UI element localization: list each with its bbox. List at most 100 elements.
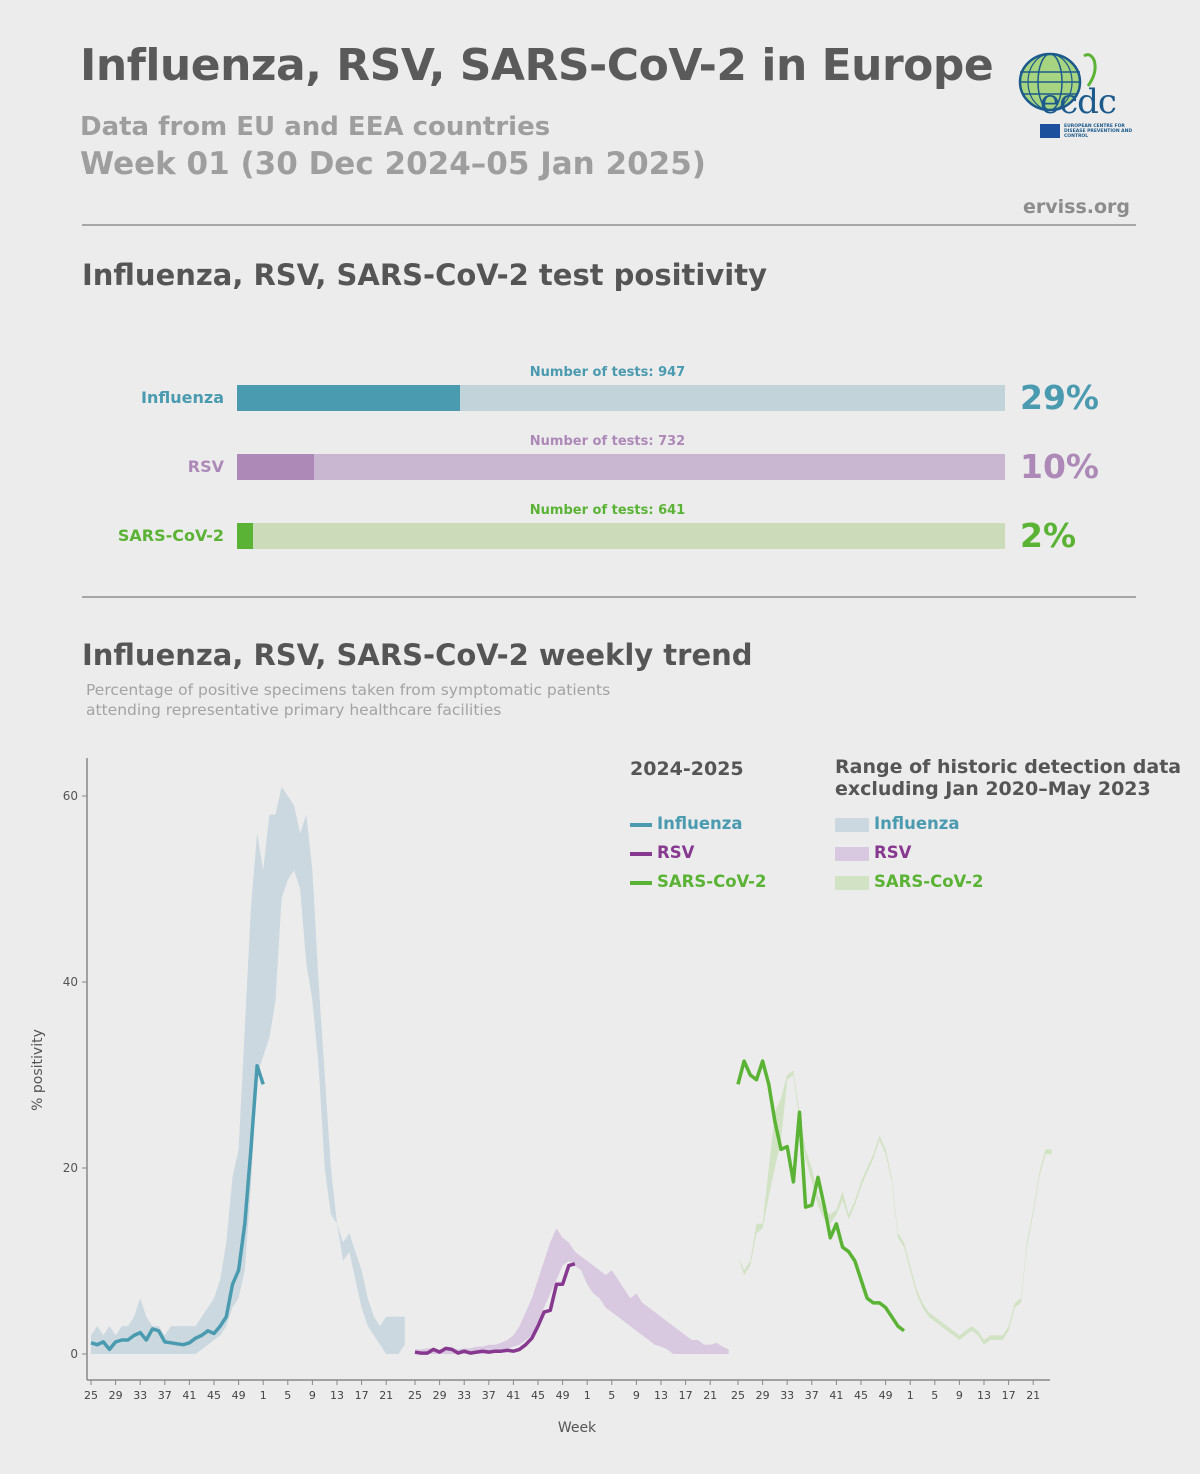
x-tick-label: 17 bbox=[355, 1389, 369, 1402]
legend-current-item: Influenza bbox=[630, 814, 743, 833]
legend-line-swatch bbox=[630, 822, 652, 827]
legend-current-label: SARS-CoV-2 bbox=[657, 872, 767, 891]
legend-historic-item: Influenza bbox=[835, 814, 960, 833]
legend-historic-head-2: excluding Jan 2020–May 2023 bbox=[835, 778, 1151, 800]
x-tick-label: 17 bbox=[679, 1389, 693, 1402]
x-tick-label: 49 bbox=[879, 1389, 893, 1402]
legend-current-head: 2024-2025 bbox=[630, 758, 744, 780]
y-tick-label: 0 bbox=[70, 1347, 78, 1361]
x-tick-label: 1 bbox=[260, 1389, 267, 1402]
ecdc-logo-caption: EUROPEAN CENTRE FOR DISEASE PREVENTION A… bbox=[1064, 124, 1133, 139]
x-tick-label: 5 bbox=[931, 1389, 938, 1402]
x-tick-label: 45 bbox=[854, 1389, 868, 1402]
positivity-title: Influenza, RSV, SARS-CoV-2 test positivi… bbox=[82, 258, 767, 292]
legend-current-label: RSV bbox=[657, 843, 695, 862]
ecdc-logo[interactable]: ecdc EUROPEAN CENTRE FOR DISEASE PREVENT… bbox=[1016, 46, 1134, 144]
ecdc-logo-text: ecdc bbox=[1040, 82, 1117, 122]
x-tick-label: 25 bbox=[84, 1389, 98, 1402]
series-line-rsv bbox=[414, 1262, 576, 1355]
tests-count: Number of tests: 641 bbox=[529, 503, 686, 518]
positivity-percent: 29% bbox=[1020, 378, 1099, 417]
x-tick-label: 37 bbox=[158, 1389, 172, 1402]
legend-historic-item: SARS-CoV-2 bbox=[835, 872, 983, 891]
x-axis-label: Week bbox=[558, 1420, 597, 1436]
legend-historic-item: RSV bbox=[835, 843, 911, 862]
positivity-bar-track bbox=[237, 454, 1005, 480]
x-tick-label: 25 bbox=[408, 1389, 422, 1402]
positivity-bar-track bbox=[237, 523, 1005, 549]
trend-title: Influenza, RSV, SARS-CoV-2 weekly trend bbox=[82, 638, 753, 672]
x-tick-label: 37 bbox=[482, 1389, 496, 1402]
legend-historic-label: SARS-CoV-2 bbox=[874, 872, 984, 891]
y-tick-label: 20 bbox=[63, 1161, 78, 1175]
x-tick-label: 41 bbox=[182, 1389, 196, 1402]
x-tick-label: 21 bbox=[379, 1389, 393, 1402]
legend-range-swatch bbox=[835, 875, 869, 890]
range-band-sars-cov-2 bbox=[738, 1070, 1052, 1345]
divider-middle bbox=[82, 596, 1136, 598]
x-tick-label: 17 bbox=[1002, 1389, 1016, 1402]
x-tick-label: 49 bbox=[556, 1389, 570, 1402]
trend-note-line2: attending representative primary healthc… bbox=[86, 701, 502, 719]
x-tick-label: 13 bbox=[977, 1389, 991, 1402]
x-tick-label: 9 bbox=[956, 1389, 963, 1402]
legend-range-swatch bbox=[835, 846, 869, 861]
y-tick-label: 40 bbox=[63, 975, 78, 989]
legend-historic-head-1: Range of historic detection data bbox=[835, 756, 1182, 778]
x-tick-label: 9 bbox=[309, 1389, 316, 1402]
series-line-influenza bbox=[90, 1063, 265, 1352]
legend-historic-label: Influenza bbox=[874, 814, 960, 833]
x-tick-label: 33 bbox=[133, 1389, 147, 1402]
series-line-sars-cov-2 bbox=[736, 1059, 906, 1333]
trend-note-line1: Percentage of positive specimens taken f… bbox=[86, 681, 611, 699]
range-band-rsv bbox=[415, 1228, 729, 1354]
x-tick-label: 21 bbox=[1026, 1389, 1040, 1402]
x-tick-label: 29 bbox=[756, 1389, 770, 1402]
x-tick-label: 33 bbox=[457, 1389, 471, 1402]
y-tick-label: 60 bbox=[63, 789, 78, 803]
legend-current-item: RSV bbox=[630, 843, 694, 862]
page-subtitle: Data from EU and EEA countries bbox=[80, 112, 551, 142]
x-tick-label: 1 bbox=[584, 1389, 591, 1402]
legend-line-swatch bbox=[630, 851, 652, 856]
legend-historic-label: RSV bbox=[874, 843, 912, 862]
tests-count: Number of tests: 732 bbox=[529, 434, 686, 449]
positivity-label: SARS-CoV-2 bbox=[117, 526, 224, 545]
page-title: Influenza, RSV, SARS-CoV-2 in Europe bbox=[80, 40, 994, 91]
y-axis-label: % positivity bbox=[30, 1029, 46, 1111]
site-link[interactable]: erviss.org bbox=[1022, 196, 1130, 218]
trend-chart: 0 20 40 60 % positivity Week 25 29 33 37 41 45 49 1 5 9… bbox=[30, 758, 1052, 1436]
legend-current-item: SARS-CoV-2 bbox=[630, 872, 766, 891]
x-tick-label: 1 bbox=[907, 1389, 914, 1402]
legend-current-label: Influenza bbox=[657, 814, 743, 833]
x-tick-label: 9 bbox=[633, 1389, 640, 1402]
x-tick-label: 29 bbox=[433, 1389, 447, 1402]
legend-range-swatch bbox=[835, 817, 869, 832]
x-tick-label: 49 bbox=[232, 1389, 246, 1402]
positivity-bar-fill bbox=[237, 385, 460, 411]
x-tick-label: 21 bbox=[703, 1389, 717, 1402]
ecdc-globe-icon bbox=[1018, 52, 1097, 138]
positivity-label: RSV bbox=[187, 457, 224, 476]
week-label: Week 01 (30 Dec 2024–05 Jan 2025) bbox=[80, 146, 706, 182]
x-tick-label: 45 bbox=[531, 1389, 545, 1402]
positivity-bar-fill bbox=[237, 523, 253, 549]
positivity-percent: 10% bbox=[1020, 447, 1099, 486]
x-tick-label: 13 bbox=[330, 1389, 344, 1402]
positivity-label: Influenza bbox=[141, 388, 224, 407]
positivity-percent: 2% bbox=[1020, 516, 1077, 555]
legend-line-swatch bbox=[630, 880, 652, 885]
x-tick-label: 25 bbox=[731, 1389, 745, 1402]
x-tick-label: 33 bbox=[780, 1389, 794, 1402]
positivity-bar-fill bbox=[237, 454, 314, 480]
x-tick-label: 41 bbox=[506, 1389, 520, 1402]
tests-count: Number of tests: 947 bbox=[529, 365, 686, 380]
x-tick-label: 5 bbox=[284, 1389, 291, 1402]
x-tick-label: 45 bbox=[207, 1389, 221, 1402]
divider-top bbox=[82, 224, 1136, 226]
x-tick-label: 41 bbox=[829, 1389, 843, 1402]
x-tick-label: 13 bbox=[654, 1389, 668, 1402]
range-band-influenza bbox=[91, 786, 405, 1354]
x-tick-label: 29 bbox=[109, 1389, 123, 1402]
x-tick-label: 5 bbox=[608, 1389, 615, 1402]
